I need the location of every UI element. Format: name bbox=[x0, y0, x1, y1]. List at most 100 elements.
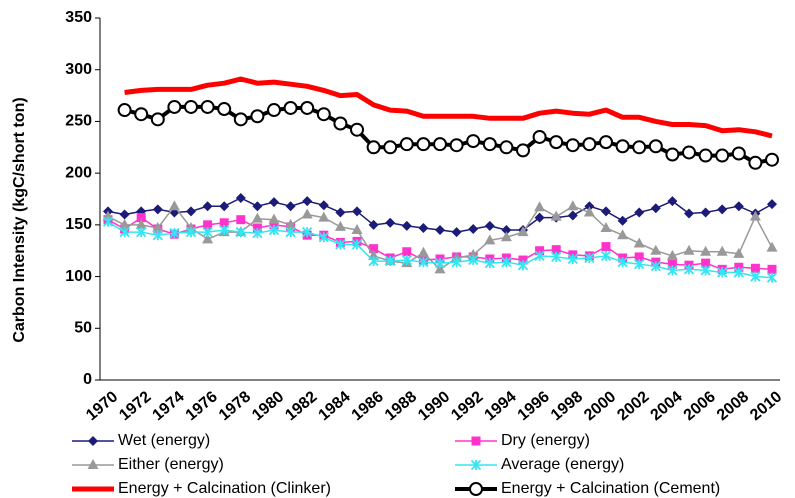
marker bbox=[169, 227, 180, 239]
marker bbox=[219, 224, 230, 236]
marker bbox=[119, 218, 131, 229]
x-tick-label: 1978 bbox=[216, 388, 254, 424]
y-tick-label: 100 bbox=[65, 268, 92, 285]
marker bbox=[615, 139, 630, 154]
marker bbox=[285, 226, 296, 238]
x-tick-label: 1974 bbox=[149, 388, 187, 424]
x-tick-label: 1994 bbox=[481, 388, 519, 424]
marker bbox=[468, 223, 479, 234]
x-tick-label: 2008 bbox=[714, 388, 752, 424]
marker bbox=[650, 261, 661, 272]
line bbox=[124, 76, 773, 139]
marker bbox=[219, 201, 230, 212]
marker bbox=[352, 206, 362, 217]
marker bbox=[119, 209, 130, 220]
marker bbox=[335, 207, 346, 218]
marker bbox=[516, 143, 530, 158]
marker bbox=[449, 138, 464, 153]
marker bbox=[748, 155, 763, 170]
marker bbox=[584, 252, 595, 264]
marker bbox=[715, 148, 730, 163]
marker bbox=[734, 262, 744, 272]
legend-entry: Energy + Calcination (Clinker) bbox=[72, 480, 331, 497]
marker bbox=[186, 206, 196, 217]
marker bbox=[617, 256, 628, 268]
x-tick-label: 1998 bbox=[548, 388, 586, 424]
marker bbox=[667, 196, 678, 207]
marker bbox=[250, 109, 265, 124]
marker bbox=[168, 200, 180, 211]
marker bbox=[468, 254, 479, 266]
marker bbox=[233, 112, 248, 127]
marker bbox=[701, 258, 711, 268]
marker bbox=[252, 227, 263, 239]
marker bbox=[517, 226, 529, 237]
marker bbox=[765, 152, 779, 167]
marker bbox=[451, 227, 462, 238]
marker bbox=[567, 253, 578, 265]
marker bbox=[184, 99, 198, 114]
marker bbox=[152, 230, 163, 241]
legend-label: Dry (energy) bbox=[501, 432, 590, 449]
marker bbox=[318, 232, 329, 243]
marker bbox=[733, 201, 744, 212]
marker bbox=[766, 241, 778, 252]
legend-entry: Dry (energy) bbox=[455, 432, 590, 449]
x-tick-label: 1980 bbox=[249, 388, 287, 424]
x-tick-label: 1992 bbox=[448, 388, 486, 424]
marker bbox=[648, 139, 663, 154]
marker bbox=[682, 145, 696, 160]
marker bbox=[634, 259, 645, 270]
x-tick-label: 2004 bbox=[647, 388, 685, 424]
marker bbox=[501, 225, 512, 236]
marker bbox=[717, 267, 728, 278]
marker bbox=[219, 218, 229, 228]
marker bbox=[217, 102, 232, 117]
marker bbox=[268, 213, 280, 224]
marker bbox=[518, 255, 528, 265]
marker bbox=[136, 213, 146, 223]
legend-entry: Energy + Calcination (Cement) bbox=[455, 480, 720, 497]
marker bbox=[731, 146, 746, 161]
y-tick-label: 200 bbox=[65, 164, 92, 181]
marker bbox=[152, 221, 164, 232]
series bbox=[117, 99, 779, 170]
marker bbox=[700, 207, 711, 218]
marker bbox=[235, 192, 246, 203]
marker bbox=[383, 140, 398, 155]
marker bbox=[565, 138, 580, 153]
marker bbox=[435, 225, 445, 236]
marker bbox=[500, 231, 512, 242]
x-tick-label: 2000 bbox=[581, 388, 619, 424]
x-tick-label: 1976 bbox=[183, 388, 221, 424]
marker bbox=[601, 206, 611, 217]
marker bbox=[484, 220, 495, 231]
marker bbox=[532, 129, 547, 144]
marker bbox=[617, 215, 628, 226]
marker bbox=[185, 226, 197, 238]
legend-label: Wet (energy) bbox=[118, 432, 210, 449]
marker bbox=[333, 116, 348, 131]
marker bbox=[650, 244, 662, 255]
marker bbox=[567, 210, 578, 221]
marker bbox=[302, 196, 313, 207]
marker bbox=[200, 99, 215, 114]
marker bbox=[167, 99, 182, 114]
marker bbox=[632, 140, 647, 155]
marker bbox=[482, 137, 497, 152]
marker bbox=[683, 244, 695, 255]
marker bbox=[269, 197, 279, 208]
marker bbox=[135, 218, 147, 229]
marker bbox=[401, 254, 412, 266]
x-tick-label: 2002 bbox=[614, 388, 652, 424]
marker bbox=[767, 264, 777, 274]
marker bbox=[152, 204, 163, 215]
marker bbox=[134, 107, 149, 122]
marker bbox=[283, 100, 298, 115]
marker bbox=[749, 210, 761, 221]
marker bbox=[318, 211, 330, 222]
y-tick-label: 300 bbox=[65, 61, 92, 78]
marker bbox=[87, 459, 99, 469]
series bbox=[124, 76, 773, 139]
